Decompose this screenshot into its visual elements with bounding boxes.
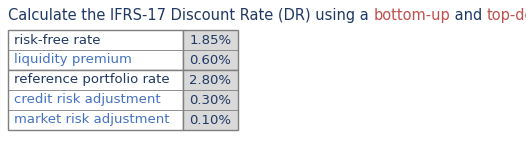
Text: 0.60%: 0.60% bbox=[189, 54, 231, 67]
Text: 1.85%: 1.85% bbox=[189, 33, 231, 47]
Text: risk-free rate: risk-free rate bbox=[14, 33, 100, 47]
Text: reference portfolio rate: reference portfolio rate bbox=[14, 74, 169, 87]
Text: bottom-up: bottom-up bbox=[373, 8, 450, 23]
Text: liquidity premium: liquidity premium bbox=[14, 54, 132, 67]
Text: credit risk adjustment: credit risk adjustment bbox=[14, 94, 160, 106]
Bar bbox=[8, 30, 183, 70]
Text: market risk adjustment: market risk adjustment bbox=[14, 114, 169, 126]
Bar bbox=[183, 30, 238, 70]
Bar bbox=[8, 70, 183, 130]
Text: 2.80%: 2.80% bbox=[189, 74, 231, 87]
Text: and: and bbox=[450, 8, 487, 23]
Bar bbox=[183, 70, 238, 130]
Text: 0.10%: 0.10% bbox=[189, 114, 231, 126]
Text: 0.30%: 0.30% bbox=[189, 94, 231, 106]
Text: top-down: top-down bbox=[487, 8, 526, 23]
Text: Calculate the IFRS-17 Discount Rate (DR) using a: Calculate the IFRS-17 Discount Rate (DR)… bbox=[8, 8, 373, 23]
